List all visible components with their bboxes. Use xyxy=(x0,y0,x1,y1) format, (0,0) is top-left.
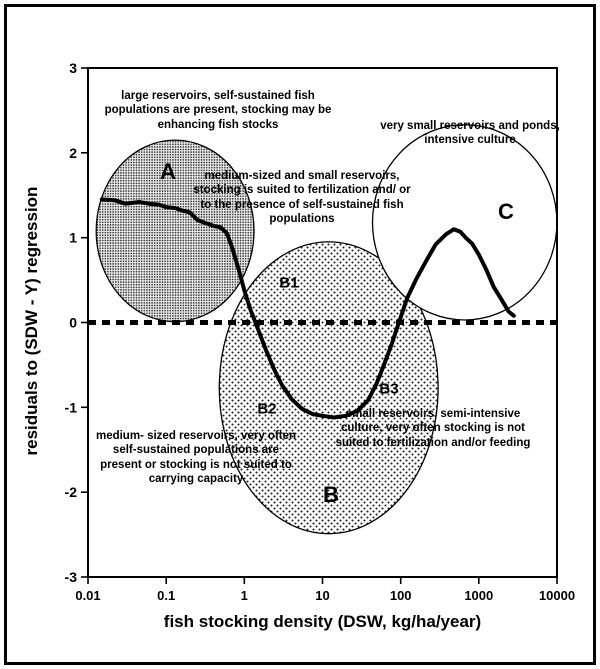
x-tick-label: 10 xyxy=(315,588,329,603)
y-tick-label: -2 xyxy=(65,484,78,500)
y-tick-label: 0 xyxy=(69,315,77,331)
region-label-b1: B1 xyxy=(279,274,299,292)
annotation-medium-sized-reservoirs: medium- sized reservoirs, very often sel… xyxy=(95,430,297,486)
region-ellipse-B xyxy=(218,241,439,535)
region-label-b: B xyxy=(323,482,339,507)
x-tick-label: 10000 xyxy=(539,588,575,603)
x-tick-label: 1000 xyxy=(464,588,493,603)
y-tick-label: 2 xyxy=(69,145,77,161)
trend-curve xyxy=(99,197,516,420)
region-label-a: A xyxy=(160,159,176,184)
y-axis-title: residuals to (SDW - Y) regression xyxy=(22,186,41,456)
y-tick-label: -3 xyxy=(65,569,78,585)
region-label-b2: B2 xyxy=(257,400,277,418)
region-label-b3: B3 xyxy=(379,380,399,398)
x-tick-label: 0.01 xyxy=(75,588,100,603)
y-tick-label: -1 xyxy=(65,399,78,415)
x-tick-label: 1 xyxy=(241,588,248,603)
annotation-large-reservoirs: large reservoirs, self-sustained fish po… xyxy=(104,90,332,131)
x-tick-label: 0.1 xyxy=(157,588,175,603)
region-label-c: C xyxy=(498,199,514,224)
x-axis-title: fish stocking density (DSW, kg/ha/year) xyxy=(163,612,482,631)
annotation-medium-small-reservoirs: medium-sized and small reservoirs, stock… xyxy=(193,170,411,226)
y-tick-label: 3 xyxy=(69,60,77,76)
annotation-very-small-reservoirs: very small reservoirs and ponds, intensi… xyxy=(380,120,560,147)
y-tick-label: 1 xyxy=(69,230,77,246)
x-tick-label: 100 xyxy=(390,588,412,603)
annotation-small-reservoirs: small reservoirs, semi-intensive culture… xyxy=(335,408,531,449)
